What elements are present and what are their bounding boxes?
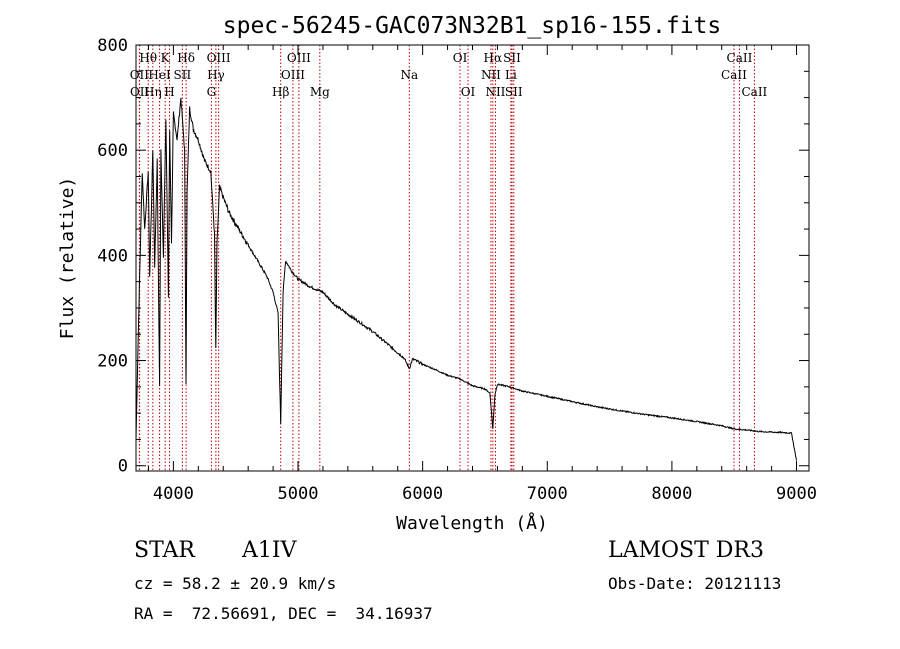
x-tick-label: 7000: [527, 484, 568, 504]
y-axis: 0 200 400 600 800: [97, 36, 809, 477]
y-tick-label: 800: [97, 36, 128, 56]
line-label: NII: [481, 68, 501, 82]
x-axis: 4000 5000 6000 7000 8000 9000: [147, 45, 817, 504]
line-label: Hθ: [139, 51, 157, 65]
line-label: OIII: [207, 51, 231, 65]
line-label: SII: [503, 51, 521, 65]
y-axis-label: Flux (relative): [57, 177, 78, 340]
spectrum-chart: spec-56245-GAC073N32B1_sp16-155.fits Hθ O…: [57, 13, 817, 534]
line-label: OII: [130, 68, 150, 82]
y-tick-label: 400: [97, 246, 128, 266]
line-label: Mg: [310, 85, 330, 99]
line-label: CaII: [741, 85, 767, 99]
line-label: CaII: [721, 68, 747, 82]
x-axis-label: Wavelength (Å): [396, 512, 548, 534]
x-tick-label: 9000: [776, 484, 817, 504]
line-markers: [138, 45, 755, 471]
obs-date: Obs-Date: 20121113: [608, 574, 782, 593]
line-label: Hα: [484, 51, 503, 65]
spectrum-line: [135, 97, 797, 461]
x-tick-label: 8000: [651, 484, 692, 504]
x-tick-label: 6000: [402, 484, 443, 504]
line-label: SII: [505, 85, 523, 99]
line-label: OII: [130, 85, 150, 99]
x-tick-label: 5000: [278, 484, 319, 504]
object-subclass: A1IV: [242, 538, 297, 563]
line-label: Hγ: [207, 68, 225, 82]
survey-name: LAMOST DR3: [608, 538, 764, 563]
line-label: OI: [461, 85, 476, 99]
line-label: CaII: [727, 51, 753, 65]
line-label: OI: [453, 51, 468, 65]
line-label: G: [207, 85, 217, 99]
line-label: HeI: [148, 68, 171, 82]
coordinates: RA = 72.56691, DEC = 34.16937: [134, 604, 433, 623]
line-label: Li: [505, 68, 517, 82]
plot-frame: [135, 44, 810, 472]
y-tick-label: 200: [97, 352, 128, 372]
line-label: Hβ: [272, 85, 289, 99]
line-label: Hδ: [177, 51, 195, 65]
line-label: OIII: [281, 68, 305, 82]
line-label: Na: [400, 68, 418, 82]
chart-title: spec-56245-GAC073N32B1_sp16-155.fits: [223, 13, 722, 39]
line-label: NII: [485, 85, 505, 99]
y-tick-label: 600: [97, 141, 128, 161]
y-tick-label: 0: [118, 457, 128, 477]
object-class: STAR: [134, 538, 195, 563]
line-label: H: [164, 85, 174, 99]
x-tick-label: 4000: [153, 484, 194, 504]
redshift-velocity: cz = 58.2 ± 20.9 km/s: [134, 574, 337, 593]
line-label: OIII: [287, 51, 311, 65]
line-label: Hη: [144, 85, 162, 99]
line-label: SII: [174, 68, 192, 82]
line-label: K: [161, 51, 171, 65]
